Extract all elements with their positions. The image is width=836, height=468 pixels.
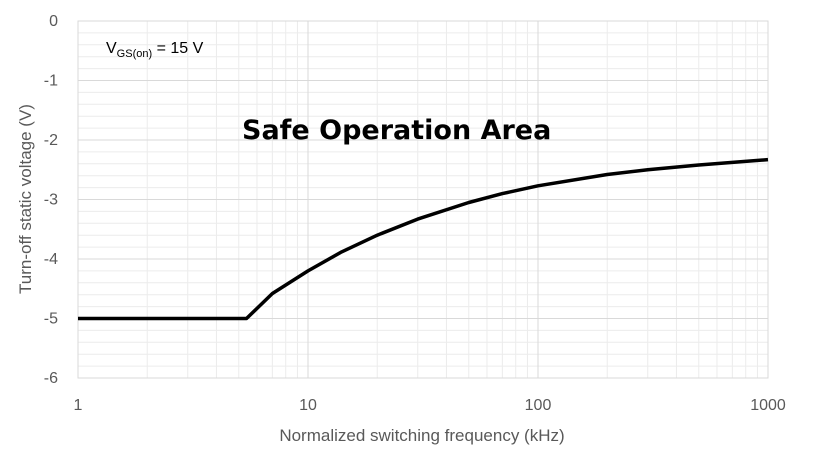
vgs-condition-label: VGS(on) = 15 V	[106, 40, 204, 60]
y-tick-label: -1	[44, 73, 58, 90]
x-tick-label: 1000	[750, 397, 786, 414]
y-axis-title: Turn-off static voltage (V)	[16, 104, 35, 294]
x-axis-title: Normalized switching frequency (kHz)	[279, 426, 564, 445]
y-tick-label: -2	[44, 132, 58, 149]
vgs-value: = 15 V	[152, 40, 203, 57]
y-tick-label: -5	[44, 311, 58, 328]
y-axis-ticks: 0 -1 -2 -3 -4 -5 -6	[44, 13, 58, 387]
y-tick-label: -4	[44, 251, 58, 268]
y-tick-label: -6	[44, 370, 58, 387]
x-tick-label: 100	[525, 397, 552, 414]
x-tick-label: 1	[74, 397, 83, 414]
safe-operation-area-label: Safe Operation Area	[242, 115, 551, 146]
y-tick-label: 0	[49, 13, 58, 30]
y-tick-label: -3	[44, 192, 58, 209]
vgs-subscript: GS(on)	[117, 48, 152, 60]
x-axis-ticks: 1 10 100 1000	[74, 397, 786, 414]
series-line	[78, 157, 769, 321]
vgs-symbol: V	[106, 40, 117, 57]
x-tick-label: 10	[299, 397, 317, 414]
plot-area-border	[77, 20, 769, 379]
